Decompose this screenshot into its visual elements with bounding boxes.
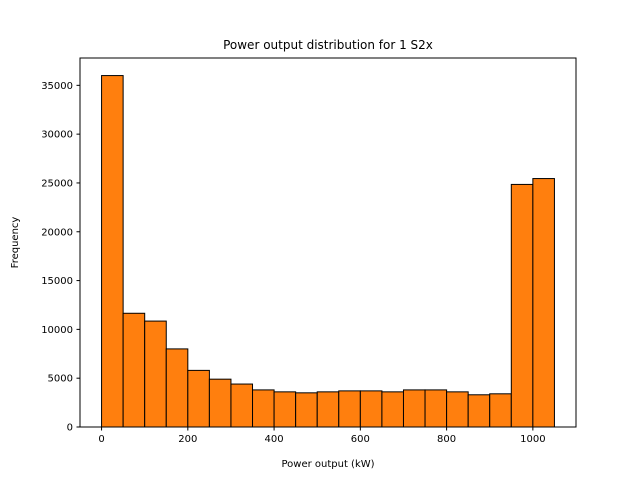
x-tick-label: 600 xyxy=(351,434,370,445)
x-tick-label: 0 xyxy=(98,434,104,445)
histogram-bar xyxy=(532,178,555,428)
x-tick-label: 1000 xyxy=(520,434,545,445)
histogram-bar xyxy=(381,391,404,428)
histogram-bar xyxy=(338,390,361,428)
histogram-bar xyxy=(273,391,297,428)
histogram-bar xyxy=(510,183,534,428)
x-axis-label: Power output (kW) xyxy=(281,459,374,470)
histogram-bar xyxy=(165,348,189,428)
histogram-bar xyxy=(402,389,426,428)
y-tick-label: 10000 xyxy=(41,325,73,336)
x-axis: 0 200 400 600 800 1000 xyxy=(98,427,546,445)
histogram-bar xyxy=(144,320,167,428)
histogram-bar xyxy=(316,391,340,428)
y-tick-label: 25000 xyxy=(41,178,73,189)
x-tick-label: 200 xyxy=(178,434,197,445)
y-axis: 0 5000 10000 15000 20000 25000 30000 35000 xyxy=(41,81,80,434)
histogram-bar xyxy=(424,389,448,428)
y-tick-label: 20000 xyxy=(41,227,73,238)
bars-group xyxy=(101,75,555,428)
y-tick-label: 15000 xyxy=(41,276,73,287)
plot-frame xyxy=(79,57,577,428)
histogram-bar xyxy=(446,391,469,428)
histogram-bar xyxy=(295,392,318,428)
histogram-bar xyxy=(252,389,275,428)
y-tick-label: 35000 xyxy=(41,81,73,92)
histogram-bar xyxy=(208,378,232,428)
histogram-bar xyxy=(101,75,124,428)
y-tick-label: 30000 xyxy=(41,130,73,141)
histogram-bar xyxy=(467,394,491,428)
histogram-bar xyxy=(187,369,210,428)
x-tick-label: 400 xyxy=(265,434,284,445)
chart-title: Power output distribution for 1 S2x xyxy=(223,38,433,52)
histogram-bar xyxy=(230,383,254,428)
y-tick-label: 5000 xyxy=(48,374,73,385)
y-tick-label: 0 xyxy=(67,423,73,434)
x-tick-label: 800 xyxy=(437,434,456,445)
histogram-bar xyxy=(122,312,146,428)
histogram-bar xyxy=(489,393,512,428)
y-axis-label: Frequency xyxy=(10,217,21,269)
histogram-bar xyxy=(359,390,383,428)
